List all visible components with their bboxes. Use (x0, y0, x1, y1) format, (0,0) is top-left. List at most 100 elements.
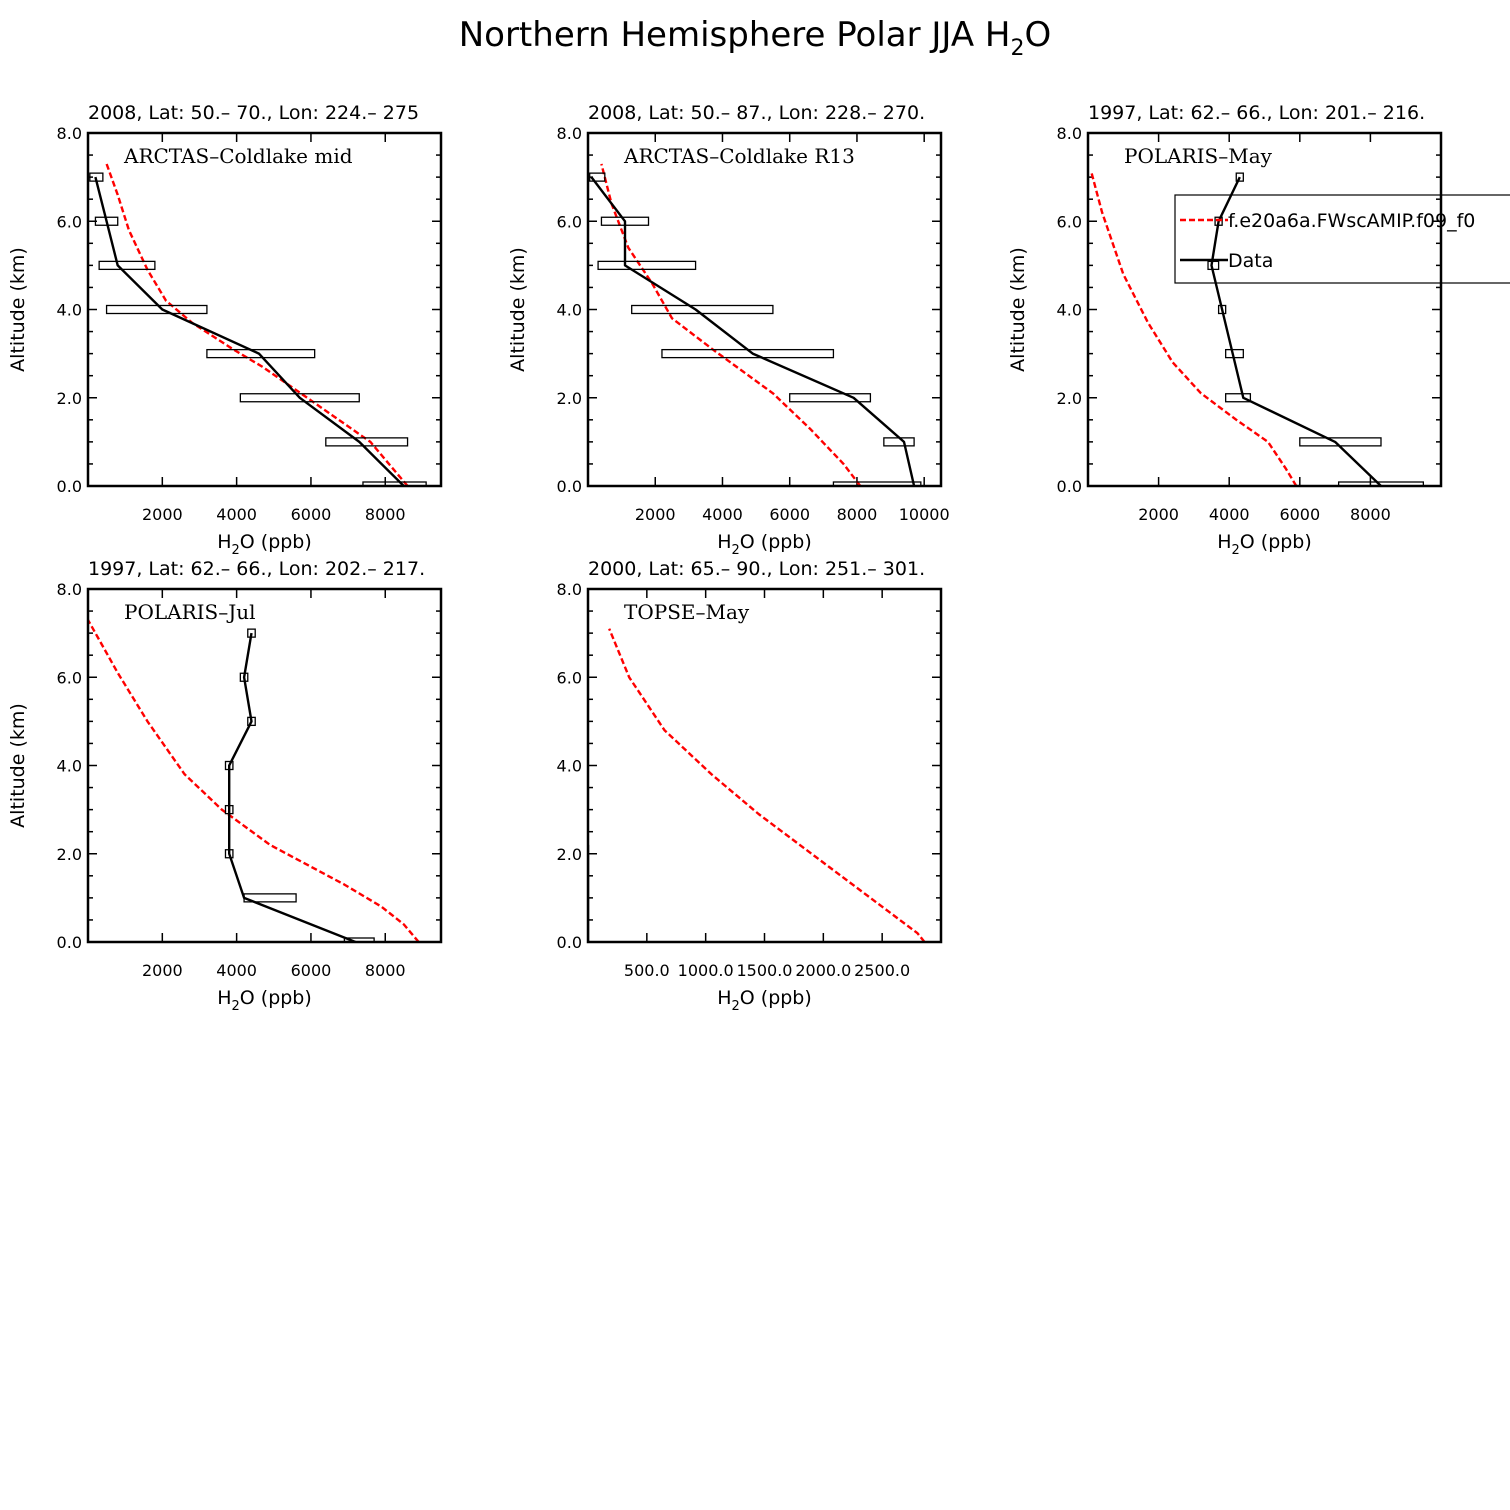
y-tick-label: 0.0 (57, 933, 82, 952)
x-axis-label: H2O (ppb) (717, 987, 812, 1014)
x-axis-label-h: H (217, 531, 231, 553)
model-line (1090, 172, 1298, 486)
model-line (600, 163, 862, 486)
axis-ticks (88, 132, 441, 487)
x-axis-label-sub: 2 (232, 999, 240, 1014)
x-tick-label: 4000 (216, 961, 257, 980)
x-axis-label-rest: O (ppb) (740, 531, 812, 553)
x-tick-label: 8000 (365, 961, 406, 980)
plot-area (589, 163, 922, 486)
x-tick-label: 1500.0 (737, 961, 793, 980)
range-box (589, 172, 606, 182)
range-box (789, 393, 872, 403)
x-tick-label: 8000 (837, 505, 878, 524)
range-box (343, 937, 375, 942)
range-box (362, 481, 427, 486)
range-box (1337, 481, 1425, 486)
x-axis-label-h: H (717, 987, 731, 1009)
y-tick-label: 4.0 (57, 757, 82, 776)
x-tick-label: 8000 (1350, 505, 1391, 524)
y-tick-label: 4.0 (57, 301, 82, 320)
x-axis-label-sub: 2 (1232, 543, 1240, 558)
y-tick-label: 0.0 (557, 477, 582, 496)
axis-ticks (588, 132, 941, 487)
x-axis-label-rest: O (ppb) (740, 987, 812, 1009)
x-tick-label: 2000.0 (795, 961, 851, 980)
x-tick-label: 2000 (635, 505, 676, 524)
plot-frame (1086, 131, 1443, 488)
y-tick-label: 8.0 (57, 580, 82, 599)
legend-data-label: Data (1228, 250, 1273, 272)
data-line (590, 176, 916, 486)
range-box (631, 304, 774, 315)
plot-area (88, 619, 420, 942)
panel-subtitle: 1997, Lat: 62.– 66., Lon: 202.– 217. (88, 558, 425, 580)
plot-frame (86, 587, 443, 944)
y-tick-label: 8.0 (557, 124, 582, 143)
axis-ticks (88, 588, 441, 943)
range-box (1225, 393, 1252, 403)
x-tick-label: 2000 (142, 961, 183, 980)
campaign-label: TOPSE–May (624, 600, 750, 624)
x-tick-label: 6000 (1279, 505, 1320, 524)
campaign-label: POLARIS–May (1124, 144, 1273, 168)
x-tick-label: 10000 (899, 505, 950, 524)
range-box (325, 437, 409, 447)
model-line (608, 628, 926, 942)
y-tick-label: 6.0 (57, 212, 82, 231)
y-tick-label: 2.0 (57, 845, 82, 864)
plot-frame (586, 587, 943, 944)
plot-area (1090, 172, 1425, 486)
panel-2: 2008, Lat: 50.– 87., Lon: 228.– 270. 2000… (507, 102, 950, 558)
panel-subtitle: 2008, Lat: 50.– 70., Lon: 224.– 275 (88, 102, 419, 124)
x-axis-label-h: H (217, 987, 231, 1009)
y-tick-label: 8.0 (557, 580, 582, 599)
x-tick-label: 4000 (1209, 505, 1250, 524)
x-tick-label: 4000 (702, 505, 743, 524)
y-tick-label: 2.0 (557, 389, 582, 408)
x-axis-label-h: H (717, 531, 731, 553)
plot-area (588, 628, 926, 942)
range-box (597, 260, 697, 271)
x-axis-label-sub: 2 (232, 543, 240, 558)
plot-frame (586, 131, 943, 488)
y-tick-label: 0.0 (557, 933, 582, 952)
y-axis-label: Altitude (km) (1007, 247, 1029, 372)
x-axis-label: H2O (ppb) (217, 531, 312, 558)
panel-subtitle: 2000, Lat: 65.– 90., Lon: 251.– 301. (588, 558, 925, 580)
x-axis-label-h: H (1217, 531, 1231, 553)
y-axis-label: Altitude (km) (7, 247, 29, 372)
range-box (832, 481, 922, 486)
legend: f.e20a6a.FWscAMIP.f09_f0 Data (1174, 194, 1510, 284)
figure-title-end: O (1025, 15, 1052, 55)
range-box (105, 304, 208, 315)
panels: 2008, Lat: 50.– 70., Lon: 224.– 275 2000 4… (7, 102, 1510, 1014)
range-box (98, 260, 156, 271)
y-tick-label: 2.0 (1057, 389, 1082, 408)
x-tick-label: 2000 (1138, 505, 1179, 524)
x-tick-label: 1000.0 (678, 961, 734, 980)
model-line (88, 619, 420, 942)
x-axis-label: H2O (ppb) (217, 987, 312, 1014)
y-tick-label: 4.0 (557, 301, 582, 320)
y-axis-label: Altitude (km) (7, 703, 29, 828)
figure-title: Northern Hemisphere Polar JJA H2O (459, 15, 1052, 61)
y-tick-label: 6.0 (557, 212, 582, 231)
data-line (228, 632, 356, 942)
data-line (1210, 176, 1382, 486)
x-tick-label: 500.0 (624, 961, 670, 980)
y-tick-label: 8.0 (1057, 124, 1082, 143)
x-tick-label: 6000 (291, 505, 332, 524)
y-axis-label: Altitude (km) (507, 247, 529, 372)
y-tick-label: 4.0 (1057, 301, 1082, 320)
panel-1: 2008, Lat: 50.– 70., Lon: 224.– 275 2000 4… (7, 102, 443, 558)
y-tick-label: 2.0 (57, 389, 82, 408)
panel-4: 1997, Lat: 62.– 66., Lon: 202.– 217. 2000… (7, 558, 443, 1014)
panel-subtitle: 1997, Lat: 62.– 66., Lon: 201.– 216. (1088, 102, 1425, 124)
x-axis-label-rest: O (ppb) (240, 987, 312, 1009)
y-tick-label: 8.0 (57, 124, 82, 143)
plot-area (89, 163, 427, 486)
x-axis-label-sub: 2 (732, 543, 740, 558)
y-tick-label: 6.0 (557, 668, 582, 687)
